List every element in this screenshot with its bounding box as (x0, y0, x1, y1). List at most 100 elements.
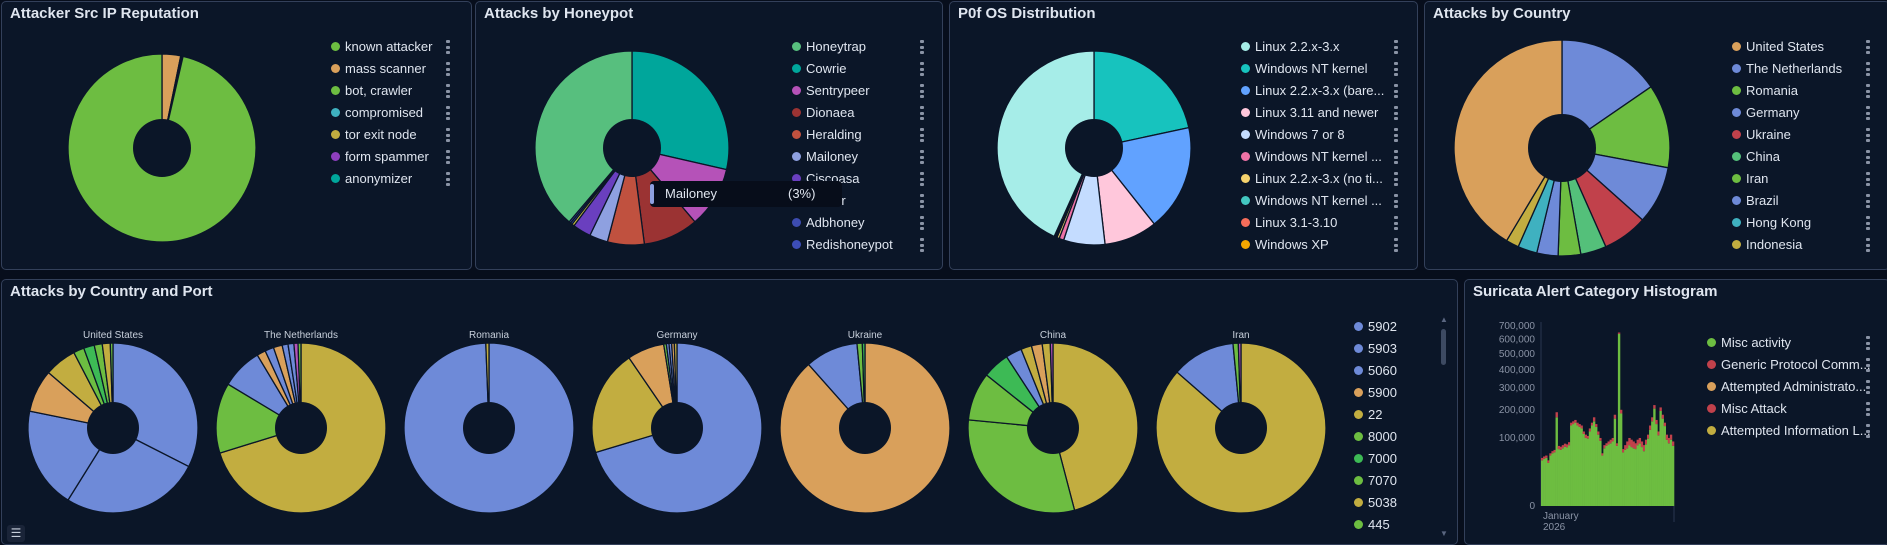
pie-slice-5902[interactable] (1176, 342, 1242, 430)
histogram-bar-misc-activity[interactable] (1584, 437, 1588, 506)
legend-item-actions-icon[interactable] (446, 172, 450, 186)
histogram-bar-misc-activity[interactable] (1651, 421, 1654, 506)
histogram-bar-generic-protocol[interactable] (1634, 443, 1637, 450)
histogram-bar-generic-protocol[interactable] (1615, 443, 1619, 446)
histogram-bar-misc-activity[interactable] (1657, 435, 1660, 506)
legend-item-actions-icon[interactable] (1394, 150, 1398, 164)
legend-item-actions-icon[interactable] (1866, 216, 1870, 230)
legend-item-actions-icon[interactable] (1394, 62, 1398, 76)
histogram-bar-generic-protocol[interactable] (1599, 437, 1602, 441)
histogram-bar-generic-protocol[interactable] (1609, 439, 1612, 444)
legend-item-actions-icon[interactable] (1866, 106, 1870, 120)
histogram-bar-generic-protocol[interactable] (1622, 449, 1625, 453)
histogram-bar-misc-activity[interactable] (1580, 428, 1583, 506)
legend-item-actions-icon[interactable] (1394, 216, 1398, 230)
legend-item-actions-icon[interactable] (920, 216, 924, 230)
histogram-bar-misc-activity[interactable] (1642, 451, 1646, 506)
histogram-bar-generic-protocol[interactable] (1584, 434, 1588, 438)
histogram-bar-generic-protocol[interactable] (1597, 431, 1600, 435)
legend-item-actions-icon[interactable] (1866, 424, 1870, 438)
histogram-bar-misc-activity[interactable] (1655, 424, 1658, 506)
histogram-bar-generic-protocol[interactable] (1592, 417, 1596, 422)
pie-slice-windows-nt-kernel[interactable] (1093, 50, 1190, 149)
histogram-bar-generic-protocol[interactable] (1607, 441, 1610, 445)
histogram-bar-misc-activity[interactable] (1582, 434, 1585, 506)
histogram-bar-generic-protocol[interactable] (1617, 332, 1621, 334)
histogram-bar-generic-protocol[interactable] (1640, 441, 1644, 448)
histogram-bar-generic-protocol[interactable] (1636, 439, 1639, 446)
histogram-bar-misc-activity[interactable] (1632, 448, 1635, 506)
histogram-bar-generic-protocol[interactable] (1580, 425, 1583, 429)
pie-slice-22[interactable] (1052, 342, 1139, 512)
histogram-bar-misc-activity[interactable] (1671, 445, 1675, 506)
histogram-bar-misc-activity[interactable] (1553, 452, 1556, 506)
legend-item-actions-icon[interactable] (1394, 84, 1398, 98)
legend-item-actions-icon[interactable] (1866, 40, 1870, 54)
histogram-bar-misc-activity[interactable] (1588, 431, 1592, 506)
legend-item-actions-icon[interactable] (1866, 358, 1870, 372)
legend-item-actions-icon[interactable] (446, 150, 450, 164)
histogram-bar-generic-protocol[interactable] (1619, 409, 1623, 414)
histogram-bar-generic-protocol[interactable] (1543, 456, 1546, 459)
legend-item-actions-icon[interactable] (920, 150, 924, 164)
histogram-bar-misc-activity[interactable] (1659, 410, 1662, 506)
histogram-bar-misc-activity[interactable] (1634, 449, 1637, 506)
pie-slice-united-states[interactable] (1453, 39, 1563, 242)
legend-item-actions-icon[interactable] (446, 128, 450, 142)
histogram-bar-generic-protocol[interactable] (1630, 439, 1633, 448)
legend-item-actions-icon[interactable] (1866, 194, 1870, 208)
histogram-bar-misc-activity[interactable] (1638, 443, 1642, 506)
histogram-bar-misc-activity[interactable] (1592, 421, 1596, 506)
histogram-bar-generic-protocol[interactable] (1549, 453, 1552, 456)
pie-slice-linux-2-2-x-3-x[interactable] (996, 50, 1095, 238)
histogram-bar-misc-activity[interactable] (1609, 443, 1612, 506)
histogram-bar-misc-activity[interactable] (1661, 418, 1664, 506)
histogram-bar-misc-activity[interactable] (1615, 445, 1619, 506)
histogram-bar-generic-protocol[interactable] (1572, 421, 1575, 425)
histogram-bar-generic-protocol[interactable] (1644, 439, 1648, 445)
histogram-bar-misc-activity[interactable] (1595, 426, 1598, 506)
histogram-bar-misc-activity[interactable] (1563, 446, 1567, 506)
histogram-bar-misc-activity[interactable] (1541, 460, 1544, 506)
histogram-bar-generic-protocol[interactable] (1582, 431, 1585, 434)
histogram-bar-generic-protocol[interactable] (1557, 445, 1561, 450)
histogram-bar-misc-activity[interactable] (1663, 426, 1666, 506)
histogram-bar-generic-protocol[interactable] (1605, 443, 1608, 446)
histogram-bar-generic-protocol[interactable] (1555, 412, 1558, 418)
histogram-bar-misc-activity[interactable] (1619, 413, 1623, 506)
legend-item-actions-icon[interactable] (920, 106, 924, 120)
pie-slice-honeytrap[interactable] (534, 50, 633, 223)
legend-item-actions-icon[interactable] (446, 40, 450, 54)
histogram-bar-generic-protocol[interactable] (1632, 441, 1635, 449)
legend-item-actions-icon[interactable] (446, 84, 450, 98)
histogram-bar-misc-activity[interactable] (1559, 449, 1563, 506)
histogram-bar-misc-activity[interactable] (1653, 408, 1656, 506)
histogram-bar-misc-activity[interactable] (1640, 447, 1644, 506)
histogram-bar-misc-activity[interactable] (1572, 424, 1575, 506)
legend-item-actions-icon[interactable] (1866, 336, 1870, 350)
legend-item-actions-icon[interactable] (1866, 128, 1870, 142)
histogram-bar-misc-activity[interactable] (1669, 439, 1673, 506)
legend-scrollbar[interactable]: ▲ ▼ (1440, 315, 1448, 538)
histogram-bar-generic-protocol[interactable] (1545, 455, 1548, 458)
histogram-bar-generic-protocol[interactable] (1576, 422, 1579, 426)
histogram-bar-generic-protocol[interactable] (1603, 445, 1606, 449)
legend-item-actions-icon[interactable] (1866, 172, 1870, 186)
histogram-bar-misc-activity[interactable] (1605, 445, 1608, 506)
histogram-bar-generic-protocol[interactable] (1553, 449, 1556, 453)
histogram-bar-misc-activity[interactable] (1549, 455, 1552, 506)
histogram-bar-misc-activity[interactable] (1628, 445, 1631, 506)
histogram-bar-misc-activity[interactable] (1624, 449, 1627, 506)
histogram-bar-generic-protocol[interactable] (1646, 434, 1650, 439)
histogram-bar-misc-activity[interactable] (1597, 434, 1600, 506)
legend-item-actions-icon[interactable] (1866, 238, 1870, 252)
legend-item-actions-icon[interactable] (1394, 172, 1398, 186)
histogram-bar-generic-protocol[interactable] (1667, 437, 1671, 444)
histogram-bar-generic-protocol[interactable] (1657, 431, 1660, 436)
histogram-bar-misc-activity[interactable] (1570, 425, 1573, 506)
pie-slice-5903[interactable] (67, 427, 190, 514)
histogram-bar-generic-protocol[interactable] (1574, 419, 1577, 423)
legend-item-actions-icon[interactable] (1394, 40, 1398, 54)
histogram-bar-misc-activity[interactable] (1611, 441, 1615, 506)
scroll-up-icon[interactable]: ▲ (1440, 315, 1448, 324)
